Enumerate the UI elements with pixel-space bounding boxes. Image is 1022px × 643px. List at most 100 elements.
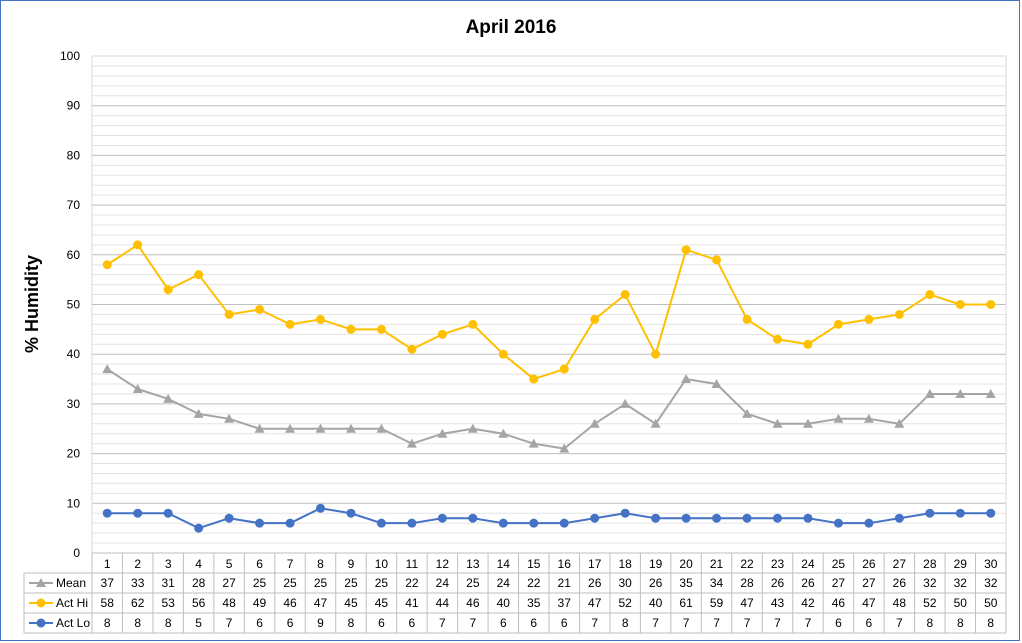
data-point: [285, 518, 295, 528]
data-point: [193, 408, 204, 418]
data-point: [437, 513, 447, 523]
data-label: 25: [344, 576, 358, 590]
x-category-label: 9: [348, 557, 355, 571]
data-point: [559, 443, 570, 453]
data-label: 47: [740, 596, 754, 610]
data-point: [529, 518, 539, 528]
x-category-label: 21: [710, 557, 724, 571]
data-point: [773, 513, 782, 523]
plot-area: [102, 240, 996, 533]
data-point: [803, 513, 813, 523]
series-line: [106, 243, 991, 381]
data-point: [833, 518, 843, 528]
data-label: 6: [530, 616, 537, 630]
data-label: 35: [527, 596, 541, 610]
legend-key-marker: [36, 618, 46, 628]
data-point: [528, 438, 539, 448]
y-tick-label: 10: [67, 496, 81, 510]
data-point: [376, 324, 386, 334]
x-category-label: 12: [436, 557, 450, 571]
data-point: [925, 508, 935, 518]
data-point: [194, 270, 204, 280]
data-point: [742, 408, 753, 418]
data-label: 28: [740, 576, 754, 590]
y-axis-label: % Humidity: [22, 255, 42, 353]
x-category-label: 26: [862, 557, 876, 571]
data-label: 27: [832, 576, 846, 590]
x-category-label: 19: [649, 557, 663, 571]
data-label: 43: [771, 596, 785, 610]
data-label: 7: [439, 616, 446, 630]
data-label: 25: [253, 576, 267, 590]
data-label: 62: [131, 596, 145, 610]
data-point: [376, 518, 386, 528]
data-label: 41: [405, 596, 419, 610]
data-point: [712, 255, 722, 265]
data-label: 32: [954, 576, 968, 590]
data-label: 47: [314, 596, 328, 610]
data-point: [224, 513, 234, 523]
data-point: [833, 319, 843, 329]
data-label: 27: [862, 576, 876, 590]
data-label: 6: [409, 616, 416, 630]
data-label: 31: [161, 576, 175, 590]
y-tick-label: 100: [60, 49, 80, 63]
data-label: 52: [923, 596, 937, 610]
x-category-label: 1: [104, 557, 111, 571]
legend-key-marker: [36, 598, 46, 608]
data-label: 6: [500, 616, 507, 630]
data-point: [224, 413, 235, 423]
data-point: [468, 513, 478, 523]
data-label: 25: [283, 576, 297, 590]
data-point: [833, 413, 844, 423]
data-point: [985, 388, 996, 398]
data-label: 25: [375, 576, 389, 590]
data-point: [529, 374, 539, 384]
data-point: [407, 344, 417, 354]
data-point: [285, 423, 296, 433]
y-tick-label: 0: [73, 546, 80, 560]
y-tick-label: 80: [67, 148, 81, 162]
data-point: [132, 383, 143, 393]
data-point: [346, 508, 356, 518]
data-point: [864, 518, 874, 528]
data-label: 50: [984, 596, 998, 610]
data-label: 48: [222, 596, 236, 610]
data-label: 26: [588, 576, 602, 590]
data-point: [742, 314, 752, 324]
data-label: 22: [527, 576, 541, 590]
series-act-hi: [102, 240, 996, 384]
data-label: 9: [317, 616, 324, 630]
data-point: [102, 508, 112, 518]
data-label: 56: [192, 596, 206, 610]
x-category-label: 7: [287, 557, 294, 571]
data-label: 25: [466, 576, 480, 590]
data-point: [315, 423, 326, 433]
x-category-label: 3: [165, 557, 172, 571]
data-point: [986, 300, 996, 309]
data-point: [285, 319, 295, 329]
data-label: 6: [378, 616, 385, 630]
data-label: 7: [591, 616, 598, 630]
data-label: 33: [131, 576, 145, 590]
data-label: 8: [957, 616, 964, 630]
data-label: 21: [558, 576, 572, 590]
data-point: [194, 523, 204, 533]
gridlines: [91, 55, 1007, 554]
data-label: 45: [375, 596, 389, 610]
legend-entry: Act Hi: [56, 596, 88, 610]
data-label: 26: [801, 576, 815, 590]
x-category-label: 13: [466, 557, 480, 571]
data-point: [955, 388, 966, 398]
data-label: 37: [558, 596, 572, 610]
data-point: [955, 508, 965, 518]
data-label: 22: [405, 576, 419, 590]
data-point: [102, 260, 112, 270]
y-tick-label: 70: [67, 198, 81, 212]
x-category-label: 28: [923, 557, 937, 571]
data-point: [651, 513, 661, 523]
data-label: 46: [283, 596, 297, 610]
data-point: [590, 314, 600, 324]
x-category-label: 22: [740, 557, 754, 571]
